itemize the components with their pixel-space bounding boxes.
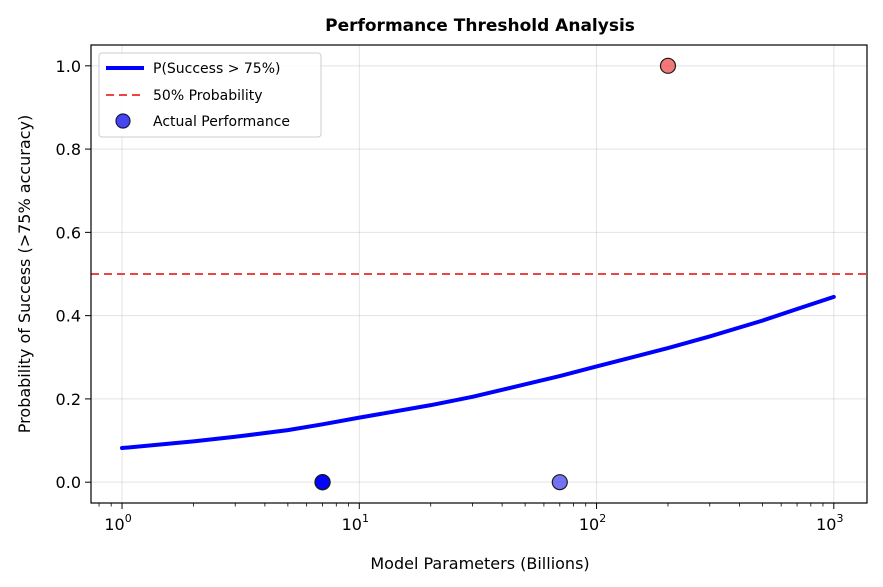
legend-box (98, 52, 322, 138)
x-axis: 100 101 102 103 (98, 503, 843, 534)
legend: P(Success > 75%) 50% Probability Actual … (98, 52, 322, 138)
curve-layer (120, 294, 836, 451)
x-tick-label: 100 (104, 512, 131, 534)
scatter-point (551, 474, 568, 491)
chart-title: Performance Threshold Analysis (325, 16, 635, 36)
curve-line (120, 294, 836, 451)
y-tick-label: 0.4 (56, 307, 81, 326)
x-tick-exponent: 2 (599, 512, 606, 525)
x-tick-exponent: 1 (362, 512, 369, 525)
legend-scatter-swatch (115, 113, 131, 129)
y-axis: 0.0 0.2 0.4 0.6 0.8 1.0 (56, 57, 91, 492)
scatter-point (314, 474, 331, 491)
grid (91, 45, 867, 503)
plot-frame (90, 44, 868, 504)
y-axis-label: Probability of Success (>75% accuracy) (15, 115, 34, 433)
x-tick-label: 102 (579, 512, 606, 534)
legend-curve-label: P(Success > 75%) (153, 61, 280, 77)
scatter-point (659, 57, 677, 74)
legend-threshold-label: 50% Probability (153, 88, 263, 104)
x-tick-base: 10 (579, 515, 599, 534)
y-tick-label: 0.8 (56, 140, 81, 159)
x-axis-label: Model Parameters (Billions) (370, 554, 589, 573)
x-tick-base: 10 (342, 515, 362, 534)
x-tick-label: 103 (816, 512, 843, 534)
y-tick-label: 0.2 (56, 390, 81, 409)
x-tick-label: 101 (342, 512, 369, 534)
points-layer (314, 57, 677, 491)
y-tick-label: 0.0 (56, 473, 81, 492)
y-tick-label: 1.0 (56, 57, 81, 76)
x-tick-exponent: 0 (125, 512, 132, 525)
legend-scatter-label: Actual Performance (153, 114, 290, 130)
x-tick-base: 10 (816, 515, 836, 534)
x-tick-base: 10 (104, 515, 124, 534)
y-tick-label: 0.6 (56, 223, 81, 242)
x-tick-exponent: 3 (836, 512, 843, 525)
